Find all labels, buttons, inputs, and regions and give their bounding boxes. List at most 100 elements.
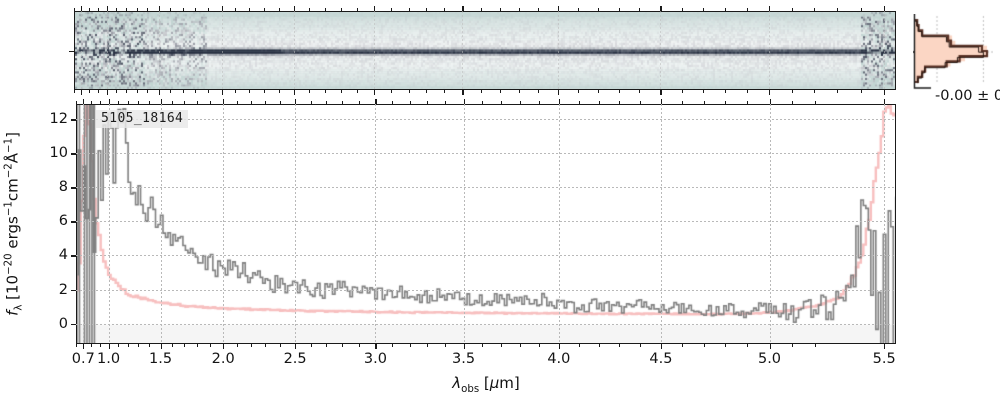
two-d-minor-tick — [278, 90, 280, 93]
x-minor-tick — [149, 344, 151, 347]
two-d-minor-tick — [746, 90, 748, 93]
two-d-minor-tick — [391, 8, 393, 11]
x-major-tick — [463, 344, 465, 349]
two-d-minor-tick — [136, 90, 138, 93]
x-minor-tick — [250, 344, 252, 347]
two-d-minor-tick — [357, 8, 359, 11]
x-major-tick-top — [884, 99, 886, 104]
two-d-minor-tick — [170, 8, 172, 11]
x-minor-tick — [149, 101, 151, 104]
two-d-major-tick — [558, 90, 560, 95]
x-minor-tick — [117, 101, 119, 104]
residual-stat-label: -0.00 ± 0.98 — [935, 88, 1000, 104]
x-gridline — [660, 104, 662, 344]
y-tick-label: 10 — [49, 145, 68, 162]
x-minor-tick — [682, 344, 684, 347]
two-d-gridline — [221, 11, 223, 90]
y-tick-label: 12 — [49, 111, 68, 128]
y-major-tick — [71, 289, 76, 291]
x-minor-tick — [427, 344, 429, 347]
x-major-tick-top — [463, 99, 465, 104]
two-d-minor-tick — [116, 90, 118, 93]
two-d-minor-tick — [703, 90, 705, 93]
object-id-label: 5105_18164 — [96, 110, 189, 128]
two-d-minor-tick — [309, 90, 311, 93]
two-d-minor-tick — [837, 8, 839, 11]
x-major-tick — [223, 344, 225, 349]
x-minor-tick — [814, 344, 816, 347]
x-minor-tick — [482, 344, 484, 347]
x-major-tick-top — [295, 99, 297, 104]
x-gridline — [884, 104, 886, 344]
y-gridline — [76, 153, 896, 155]
x-major-tick-top — [108, 99, 110, 104]
two-d-major-tick — [769, 6, 771, 11]
x-major-tick — [660, 344, 663, 349]
two-d-minor-tick — [518, 8, 520, 11]
x-minor-tick — [184, 344, 186, 347]
two-d-minor-tick — [791, 90, 793, 93]
x-axis-title: λobs [μm] — [452, 374, 520, 395]
two-d-gridline — [158, 11, 160, 90]
two-d-minor-tick — [357, 90, 359, 93]
x-minor-tick — [196, 344, 198, 347]
x-minor-tick — [342, 344, 344, 347]
y-major-tick — [71, 119, 76, 121]
two-d-minor-tick — [74, 8, 75, 11]
x-minor-tick — [578, 344, 580, 347]
two-d-major-tick — [106, 90, 108, 95]
two-d-minor-tick — [249, 90, 251, 93]
two-d-major-tick — [660, 90, 662, 95]
two-d-minor-tick — [639, 8, 641, 11]
x-major-tick-top — [769, 99, 771, 104]
two-d-minor-tick — [340, 8, 342, 11]
x-gridline — [558, 104, 560, 344]
x-minor-tick — [250, 101, 252, 104]
x-minor-tick — [409, 344, 411, 347]
y-axis-title: fλ [10−20 ergs−1cm−2Å−1] — [3, 132, 25, 316]
two-d-minor-tick — [724, 90, 726, 93]
x-minor-tick — [791, 101, 793, 104]
x-minor-tick — [76, 344, 77, 347]
two-d-gridline — [81, 11, 83, 90]
two-d-minor-tick — [860, 8, 862, 11]
two-d-major-tick — [462, 90, 464, 95]
two-d-major-tick — [660, 6, 662, 11]
x-minor-tick — [138, 101, 140, 104]
x-gridline — [160, 104, 162, 344]
x-minor-tick — [539, 101, 541, 104]
x-tick-label: 5.0 — [757, 351, 782, 367]
two-d-gridline — [660, 11, 662, 90]
two-d-minor-tick — [837, 90, 839, 93]
x-minor-tick — [747, 101, 749, 104]
x-tick-label: 5.5 — [872, 351, 896, 367]
y-gridline — [76, 323, 896, 325]
x-gridline — [769, 104, 771, 344]
x-minor-tick — [703, 101, 705, 104]
two-d-minor-tick — [324, 90, 326, 93]
two-d-minor-tick — [309, 8, 311, 11]
two-d-major-tick — [81, 6, 83, 11]
two-d-minor-tick — [170, 90, 172, 93]
x-minor-tick — [265, 344, 267, 347]
x-tick-label: 4.5 — [649, 351, 673, 367]
two-d-major-tick — [293, 90, 295, 95]
two-d-minor-tick — [618, 8, 620, 11]
two-d-spatial-center-tick — [69, 50, 74, 52]
x-minor-tick — [326, 344, 328, 347]
x-minor-tick — [310, 344, 312, 347]
x-minor-tick — [326, 101, 328, 104]
x-minor-tick — [725, 344, 727, 347]
x-major-tick-top — [83, 99, 85, 104]
two-d-minor-tick — [746, 8, 748, 11]
x-tick-label: 2.0 — [211, 351, 235, 367]
two-d-minor-tick — [681, 8, 683, 11]
x-minor-tick — [209, 101, 211, 104]
one-d-spectrum-plot-area — [76, 104, 896, 344]
x-minor-tick — [76, 101, 77, 104]
x-tick-label: 3.0 — [363, 351, 387, 367]
y-major-tick — [71, 187, 76, 189]
x-minor-tick — [640, 344, 641, 347]
x-gridline — [223, 104, 225, 344]
x-minor-tick — [427, 101, 429, 104]
